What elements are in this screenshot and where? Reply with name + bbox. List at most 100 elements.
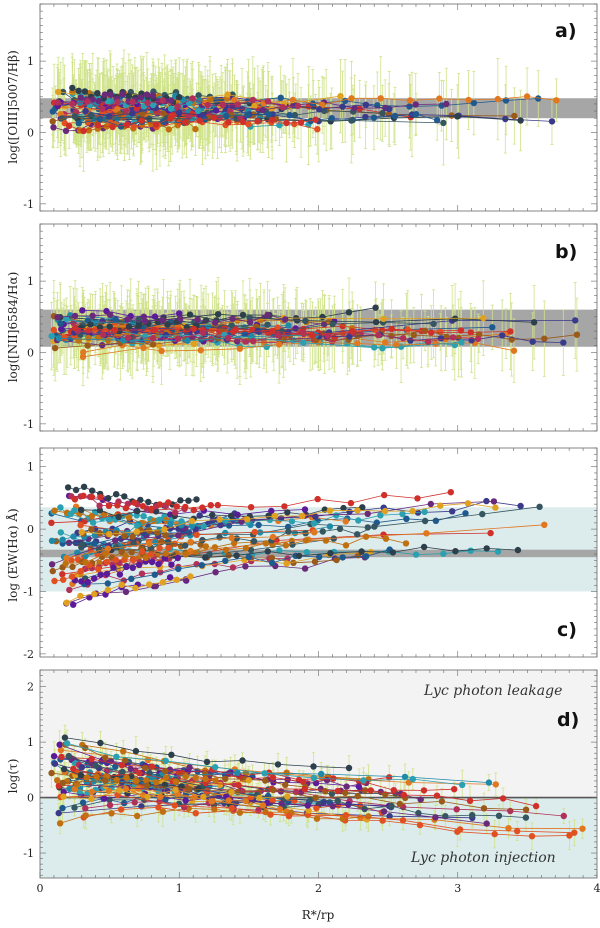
data-point: [364, 510, 371, 517]
data-point: [242, 563, 249, 570]
data-point: [79, 353, 87, 360]
data-point: [124, 316, 131, 323]
data-point: [122, 107, 129, 114]
y-tick-label: 0: [27, 346, 34, 359]
data-point: [86, 594, 93, 601]
data-point: [72, 539, 80, 546]
data-point: [234, 511, 241, 518]
data-point: [55, 335, 63, 342]
data-point: [69, 100, 76, 108]
data-point: [95, 566, 102, 573]
data-point: [167, 115, 174, 122]
data-point: [379, 110, 386, 117]
data-point: [470, 99, 478, 107]
data-point: [145, 498, 152, 506]
data-point: [233, 552, 240, 559]
data-point: [285, 528, 292, 535]
data-point: [70, 533, 77, 540]
data-point: [110, 564, 117, 571]
data-point: [263, 343, 270, 350]
data-point: [274, 332, 282, 339]
data-point: [165, 126, 172, 133]
data-point: [49, 118, 56, 125]
data-point: [105, 502, 113, 509]
data-point: [195, 92, 202, 99]
data-point: [281, 503, 288, 510]
data-point: [154, 529, 161, 536]
data-point: [316, 106, 323, 113]
data-point: [314, 495, 321, 503]
data-point: [67, 510, 75, 517]
data-point: [440, 550, 447, 557]
data-point: [302, 537, 310, 544]
data-point: [281, 316, 289, 323]
data-point: [96, 502, 103, 509]
data-point: [286, 111, 293, 119]
data-point: [284, 509, 291, 516]
data-point: [138, 570, 146, 577]
data-point: [333, 512, 340, 519]
data-point: [299, 512, 306, 520]
data-point: [437, 502, 444, 509]
data-point: [51, 344, 59, 352]
data-point: [219, 101, 226, 109]
data-point: [297, 119, 305, 126]
data-point: [404, 326, 411, 333]
data-point: [423, 530, 430, 537]
plot-area: [40, 670, 597, 878]
data-point: [290, 559, 297, 566]
data-point: [148, 558, 156, 566]
data-point: [111, 326, 118, 334]
data-point: [168, 561, 175, 568]
data-point: [199, 504, 206, 511]
data-point: [196, 117, 203, 124]
data-point: [137, 94, 145, 101]
data-point: [70, 601, 77, 608]
data-point: [62, 560, 69, 567]
data-point: [214, 501, 221, 509]
data-point: [348, 95, 355, 102]
data-point: [130, 556, 137, 564]
data-point: [262, 540, 270, 547]
data-point: [421, 327, 429, 334]
data-point: [105, 516, 113, 523]
data-point: [121, 493, 128, 500]
data-point: [51, 577, 58, 585]
data-point: [75, 337, 82, 344]
data-point: [91, 540, 98, 547]
data-point: [158, 347, 165, 355]
data-point: [122, 504, 130, 512]
data-point: [152, 121, 160, 128]
data-point: [230, 540, 238, 547]
data-point: [192, 125, 199, 133]
data-point: [412, 551, 420, 558]
data-point: [371, 523, 378, 530]
data-point: [430, 320, 437, 327]
data-point: [104, 586, 112, 594]
data-point: [101, 91, 109, 98]
data-point: [140, 344, 147, 351]
data-point: [311, 558, 319, 565]
data-point: [228, 534, 235, 541]
data-point: [275, 341, 283, 348]
data-point: [189, 95, 196, 102]
data-point: [135, 322, 142, 329]
data-point: [58, 115, 65, 122]
data-point: [277, 94, 284, 102]
data-point: [467, 547, 474, 554]
data-point: [164, 321, 171, 328]
data-point: [377, 512, 384, 519]
data-point: [162, 531, 169, 539]
data-point: [420, 543, 428, 551]
data-point: [202, 317, 210, 324]
data-point: [58, 325, 65, 333]
data-point: [428, 329, 435, 336]
data-point: [165, 544, 172, 552]
data-point: [103, 558, 111, 565]
data-point: [88, 526, 95, 533]
data-point: [102, 550, 109, 557]
data-point: [69, 563, 76, 571]
data-point: [285, 322, 292, 329]
data-point: [222, 529, 229, 537]
data-point: [276, 547, 283, 554]
